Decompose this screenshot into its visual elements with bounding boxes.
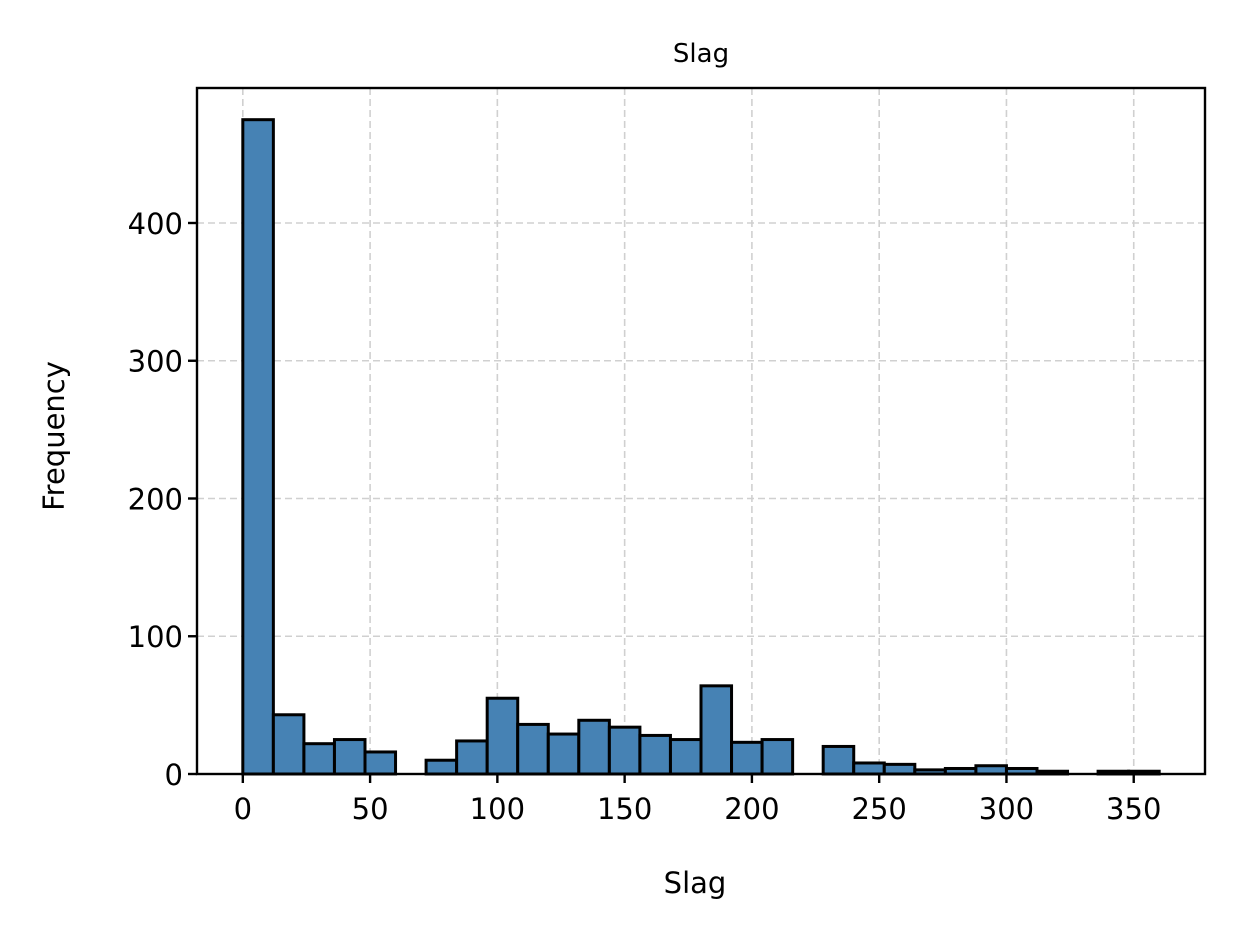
histogram-bar-6 bbox=[424, 758, 459, 776]
histogram-bar-12 bbox=[607, 725, 642, 776]
histogram-bar-17 bbox=[760, 738, 795, 776]
histogram-bar-0 bbox=[241, 118, 275, 776]
histogram-bar-20 bbox=[852, 761, 886, 776]
histogram-bar-14 bbox=[668, 738, 703, 776]
y-tick-label-3: 300 bbox=[128, 345, 183, 379]
histogram-bar-16 bbox=[730, 740, 764, 776]
x-tick-label-2: 100 bbox=[470, 792, 525, 826]
x-tick-label-0: 0 bbox=[234, 792, 252, 826]
x-axis-ticks: 0 50 100 150 200 250 300 350 bbox=[234, 774, 1161, 826]
y-tick-label-4: 400 bbox=[128, 207, 183, 241]
y-tick-label-0: 0 bbox=[165, 758, 183, 792]
y-tick-label-1: 100 bbox=[128, 620, 183, 654]
histogram-bar-9 bbox=[516, 722, 550, 776]
axes-frame bbox=[195, 86, 1207, 776]
histogram-bar-1 bbox=[271, 713, 306, 776]
chart-title: Slag bbox=[673, 39, 729, 69]
histogram-bars bbox=[241, 118, 1161, 776]
histogram-bar-10 bbox=[546, 732, 581, 776]
histogram-bar-21 bbox=[882, 762, 917, 776]
histogram-bar-13 bbox=[638, 733, 672, 776]
histogram-bar-11 bbox=[577, 718, 611, 776]
histogram-bar-19 bbox=[821, 744, 856, 776]
histogram-bar-8 bbox=[485, 696, 520, 776]
grid-lines bbox=[197, 88, 1205, 775]
x-tick-label-3: 150 bbox=[597, 792, 652, 826]
histogram-bar-7 bbox=[455, 739, 489, 776]
x-tick-label-7: 350 bbox=[1106, 792, 1161, 826]
histogram-bar-2 bbox=[302, 742, 336, 776]
histogram-bar-3 bbox=[332, 738, 367, 776]
histogram-bar-24 bbox=[974, 764, 1008, 776]
x-axis-label: Slag bbox=[664, 866, 727, 900]
x-tick-label-1: 50 bbox=[352, 792, 389, 826]
y-axis-ticks: 0 100 200 300 400 bbox=[128, 207, 197, 792]
y-axis-label: Frequency bbox=[37, 361, 71, 511]
histogram-bar-15 bbox=[699, 684, 734, 776]
x-tick-label-5: 250 bbox=[852, 792, 907, 826]
x-tick-label-6: 300 bbox=[979, 792, 1034, 826]
y-tick-label-2: 200 bbox=[128, 482, 183, 516]
histogram-bar-4 bbox=[363, 750, 398, 776]
x-tick-label-4: 200 bbox=[724, 792, 779, 826]
